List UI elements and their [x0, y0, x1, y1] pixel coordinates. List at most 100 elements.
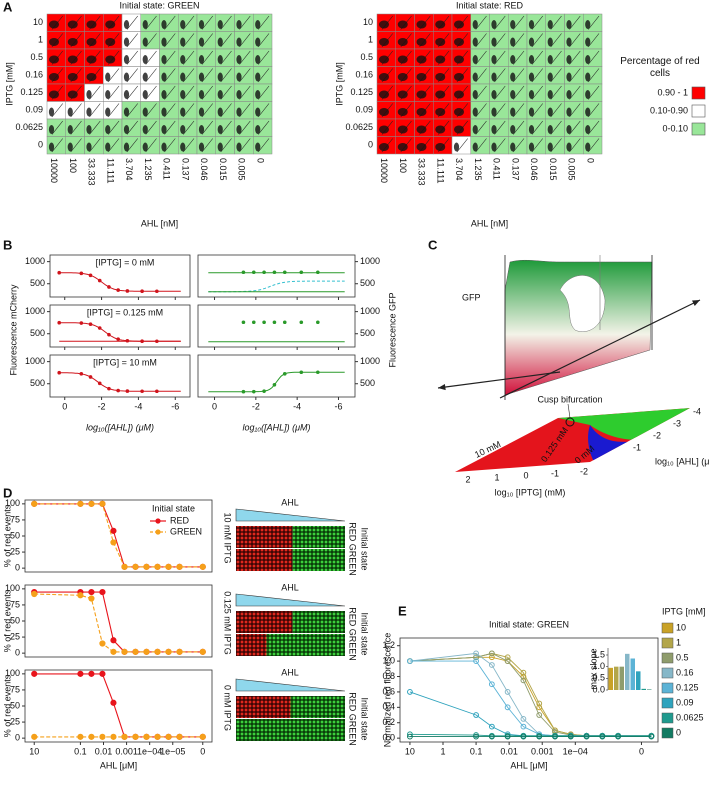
cell-blob — [67, 38, 78, 46]
cell-blob — [198, 107, 205, 117]
cell-blob — [435, 125, 446, 134]
data-point — [473, 650, 479, 657]
cell-diagonal — [550, 85, 562, 100]
data-point — [488, 650, 495, 657]
cell-diagonal — [70, 103, 82, 118]
data-dot — [155, 339, 159, 344]
cell-diagonal — [89, 138, 101, 153]
tick-label: 0 — [523, 470, 528, 480]
data-dot — [79, 321, 84, 325]
row-label: 0.16 — [355, 70, 373, 80]
cell-blob — [379, 90, 389, 99]
cell-blob — [255, 72, 261, 82]
x-tick-label: 0 — [639, 746, 644, 756]
annotation: 0.125 mM IPTG — [223, 591, 233, 655]
data-point — [615, 733, 622, 740]
cell-diagonal — [164, 33, 176, 48]
series-line — [409, 652, 652, 737]
cell-blob — [217, 142, 223, 152]
image-label: RED GREEN — [348, 522, 358, 576]
data-point — [143, 648, 150, 655]
cell-diagonal — [569, 138, 581, 153]
image-green — [290, 696, 345, 718]
image-green — [292, 526, 345, 548]
cell-diagonal — [164, 85, 176, 100]
y-tick-label: 75 — [10, 514, 20, 524]
cell-blob — [397, 20, 408, 29]
gradient-wedge — [235, 593, 346, 607]
cell-blob — [236, 55, 242, 64]
cell-diagonal — [475, 68, 487, 83]
col-label: 0.411 — [162, 158, 172, 180]
cell-diagonal — [494, 85, 506, 100]
cell-blob — [435, 73, 446, 81]
x-tick-label: 0 — [212, 401, 217, 411]
col-label: 33.333 — [417, 158, 427, 186]
col-label: 100 — [68, 158, 78, 173]
cell-diagonal — [239, 85, 251, 100]
cell-blob — [547, 142, 553, 152]
cell-diagonal — [513, 85, 525, 100]
col-label: 3.704 — [454, 158, 464, 181]
cell-diagonal — [475, 138, 487, 153]
cell-diagonal — [239, 138, 251, 153]
bar — [630, 658, 635, 690]
cell-blob — [142, 90, 148, 99]
cell-diagonal — [220, 50, 232, 65]
cell-blob — [67, 20, 78, 29]
col-label: 33.333 — [87, 158, 97, 186]
cell-diagonal — [145, 85, 157, 100]
col-label: 0 — [585, 158, 595, 163]
cell-blob — [416, 125, 427, 134]
cell-blob — [528, 55, 535, 64]
x-tick-label: 10 — [405, 746, 415, 756]
data-dot — [57, 320, 62, 325]
data-dot — [140, 389, 144, 394]
cell-blob — [435, 90, 446, 99]
panel-label: B — [3, 237, 12, 252]
cell-blob — [105, 125, 111, 134]
cell-diagonal — [239, 103, 251, 118]
cell-diagonal — [239, 50, 251, 65]
cell-blob — [379, 73, 389, 81]
data-point — [143, 733, 150, 740]
tick-label: -1 — [551, 468, 559, 478]
cell-blob — [547, 107, 553, 117]
cell-blob — [255, 55, 261, 64]
data-dot — [125, 338, 130, 343]
data-dot — [155, 289, 159, 294]
cell-blob — [454, 20, 464, 29]
col-label: 0.015 — [218, 158, 228, 181]
legend-swatch — [691, 104, 706, 118]
cell-blob — [585, 107, 591, 117]
cell-diagonal — [550, 138, 562, 153]
cell-diagonal — [494, 103, 506, 118]
x-tick-label: -2 — [252, 401, 260, 411]
cell-diagonal — [258, 138, 270, 153]
row-label: 0.09 — [355, 105, 373, 115]
x-tick-label: 0.01 — [95, 746, 113, 756]
col-label: 0.411 — [492, 158, 502, 180]
x-axis-label: AHL [nM] — [471, 218, 508, 228]
cell-blob — [528, 90, 535, 99]
annotation: [IPTG] = 0 mM — [96, 257, 155, 267]
cell-blob — [236, 37, 242, 47]
cell-blob — [105, 20, 116, 29]
image-red — [236, 696, 291, 718]
data-point — [488, 681, 495, 688]
cell-diagonal — [220, 120, 232, 135]
y-tick-label: 25 — [10, 631, 20, 641]
cell-blob — [180, 72, 186, 82]
cell-blob — [123, 37, 130, 47]
col-label: 1.235 — [473, 158, 483, 181]
cell-blob — [416, 20, 427, 29]
axis-label: log₁₀ [IPTG] (mM) — [495, 487, 566, 497]
data-dot — [88, 273, 93, 278]
data-dot — [262, 320, 266, 325]
data-point — [88, 733, 95, 740]
data-point — [31, 590, 38, 598]
data-dot — [79, 372, 84, 376]
data-dot — [57, 270, 62, 275]
y-tick-label: 1.2 — [382, 640, 395, 650]
